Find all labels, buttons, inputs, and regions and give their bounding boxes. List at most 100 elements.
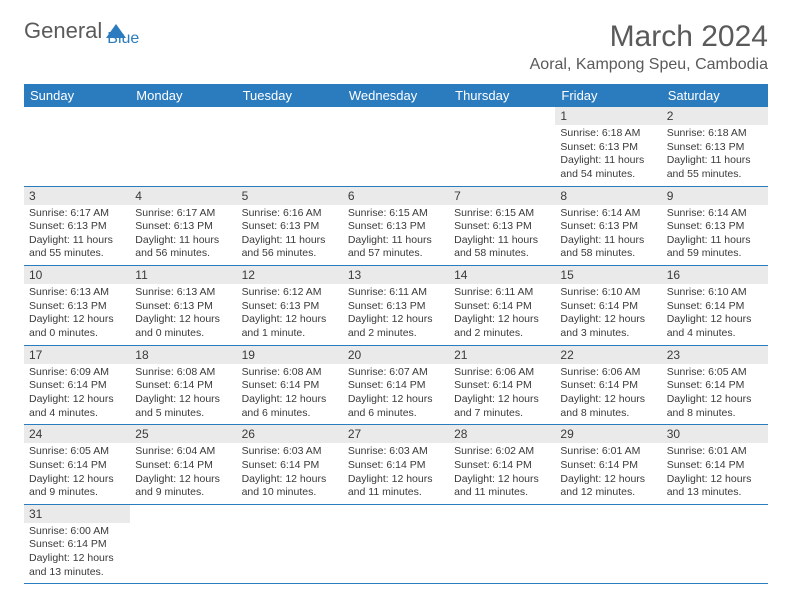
sunrise-line: Sunrise: 6:05 AM	[29, 445, 125, 459]
daylight-line: Daylight: 11 hours and 56 minutes.	[242, 234, 338, 261]
sunset-line: Sunset: 6:13 PM	[135, 300, 231, 314]
sunset-line: Sunset: 6:14 PM	[348, 459, 444, 473]
daylight-line: Daylight: 11 hours and 58 minutes.	[560, 234, 656, 261]
sunset-line: Sunset: 6:13 PM	[242, 300, 338, 314]
day-details: Sunrise: 6:10 AMSunset: 6:14 PMDaylight:…	[555, 284, 661, 345]
day-details: Sunrise: 6:11 AMSunset: 6:13 PMDaylight:…	[343, 284, 449, 345]
sunrise-line: Sunrise: 6:03 AM	[348, 445, 444, 459]
day-cell: 29Sunrise: 6:01 AMSunset: 6:14 PMDayligh…	[555, 425, 661, 505]
sunset-line: Sunset: 6:14 PM	[560, 379, 656, 393]
day-cell: 15Sunrise: 6:10 AMSunset: 6:14 PMDayligh…	[555, 266, 661, 346]
day-details: Sunrise: 6:06 AMSunset: 6:14 PMDaylight:…	[555, 364, 661, 425]
day-cell: 16Sunrise: 6:10 AMSunset: 6:14 PMDayligh…	[662, 266, 768, 346]
day-number: 14	[449, 266, 555, 284]
day-details: Sunrise: 6:13 AMSunset: 6:13 PMDaylight:…	[24, 284, 130, 345]
day-number: 1	[555, 107, 661, 125]
sunset-line: Sunset: 6:13 PM	[667, 220, 763, 234]
sunrise-line: Sunrise: 6:07 AM	[348, 366, 444, 380]
sunset-line: Sunset: 6:14 PM	[560, 459, 656, 473]
sunset-line: Sunset: 6:13 PM	[29, 300, 125, 314]
logo-word2: Blue	[107, 31, 139, 47]
sunrise-line: Sunrise: 6:10 AM	[560, 286, 656, 300]
day-details: Sunrise: 6:16 AMSunset: 6:13 PMDaylight:…	[237, 205, 343, 266]
day-details: Sunrise: 6:04 AMSunset: 6:14 PMDaylight:…	[130, 443, 236, 504]
sunrise-line: Sunrise: 6:06 AM	[560, 366, 656, 380]
sunset-line: Sunset: 6:14 PM	[667, 379, 763, 393]
daylight-line: Daylight: 12 hours and 10 minutes.	[242, 473, 338, 500]
day-details: Sunrise: 6:00 AMSunset: 6:14 PMDaylight:…	[24, 523, 130, 584]
day-number: 27	[343, 425, 449, 443]
day-number: 15	[555, 266, 661, 284]
daylight-line: Daylight: 12 hours and 9 minutes.	[135, 473, 231, 500]
daylight-line: Daylight: 11 hours and 58 minutes.	[454, 234, 550, 261]
daylight-line: Daylight: 12 hours and 5 minutes.	[135, 393, 231, 420]
sunset-line: Sunset: 6:14 PM	[667, 300, 763, 314]
day-number: 24	[24, 425, 130, 443]
sunrise-line: Sunrise: 6:05 AM	[667, 366, 763, 380]
day-details: Sunrise: 6:14 AMSunset: 6:13 PMDaylight:…	[662, 205, 768, 266]
day-cell: 2Sunrise: 6:18 AMSunset: 6:13 PMDaylight…	[662, 107, 768, 186]
daylight-line: Daylight: 12 hours and 8 minutes.	[667, 393, 763, 420]
sunrise-line: Sunrise: 6:11 AM	[454, 286, 550, 300]
weekday-tuesday: Tuesday	[237, 84, 343, 107]
sunrise-line: Sunrise: 6:14 AM	[560, 207, 656, 221]
day-cell: 24Sunrise: 6:05 AMSunset: 6:14 PMDayligh…	[24, 425, 130, 505]
sunrise-line: Sunrise: 6:08 AM	[242, 366, 338, 380]
daylight-line: Daylight: 12 hours and 8 minutes.	[560, 393, 656, 420]
sunrise-line: Sunrise: 6:00 AM	[29, 525, 125, 539]
daylight-line: Daylight: 12 hours and 13 minutes.	[29, 552, 125, 579]
day-number: 8	[555, 187, 661, 205]
day-cell: 23Sunrise: 6:05 AMSunset: 6:14 PMDayligh…	[662, 345, 768, 425]
daylight-line: Daylight: 11 hours and 59 minutes.	[667, 234, 763, 261]
sunrise-line: Sunrise: 6:17 AM	[29, 207, 125, 221]
daylight-line: Daylight: 12 hours and 0 minutes.	[135, 313, 231, 340]
daylight-line: Daylight: 11 hours and 54 minutes.	[560, 154, 656, 181]
sunset-line: Sunset: 6:14 PM	[29, 459, 125, 473]
daylight-line: Daylight: 12 hours and 1 minute.	[242, 313, 338, 340]
day-details: Sunrise: 6:14 AMSunset: 6:13 PMDaylight:…	[555, 205, 661, 266]
daylight-line: Daylight: 12 hours and 6 minutes.	[242, 393, 338, 420]
sunrise-line: Sunrise: 6:14 AM	[667, 207, 763, 221]
sunrise-line: Sunrise: 6:16 AM	[242, 207, 338, 221]
day-cell: 28Sunrise: 6:02 AMSunset: 6:14 PMDayligh…	[449, 425, 555, 505]
day-number: 28	[449, 425, 555, 443]
day-details: Sunrise: 6:15 AMSunset: 6:13 PMDaylight:…	[449, 205, 555, 266]
day-number: 22	[555, 346, 661, 364]
daylight-line: Daylight: 11 hours and 57 minutes.	[348, 234, 444, 261]
day-number: 21	[449, 346, 555, 364]
day-details: Sunrise: 6:08 AMSunset: 6:14 PMDaylight:…	[237, 364, 343, 425]
sunset-line: Sunset: 6:13 PM	[667, 141, 763, 155]
day-number: 20	[343, 346, 449, 364]
empty-cell	[449, 107, 555, 186]
empty-cell	[449, 504, 555, 584]
day-cell: 7Sunrise: 6:15 AMSunset: 6:13 PMDaylight…	[449, 186, 555, 266]
day-number: 16	[662, 266, 768, 284]
sunset-line: Sunset: 6:13 PM	[560, 220, 656, 234]
day-cell: 12Sunrise: 6:12 AMSunset: 6:13 PMDayligh…	[237, 266, 343, 346]
location: Aoral, Kampong Speu, Cambodia	[530, 56, 768, 74]
day-details: Sunrise: 6:17 AMSunset: 6:13 PMDaylight:…	[24, 205, 130, 266]
day-cell: 8Sunrise: 6:14 AMSunset: 6:13 PMDaylight…	[555, 186, 661, 266]
sunrise-line: Sunrise: 6:12 AM	[242, 286, 338, 300]
sunrise-line: Sunrise: 6:03 AM	[242, 445, 338, 459]
day-details: Sunrise: 6:02 AMSunset: 6:14 PMDaylight:…	[449, 443, 555, 504]
sunrise-line: Sunrise: 6:15 AM	[454, 207, 550, 221]
empty-cell	[555, 504, 661, 584]
daylight-line: Daylight: 11 hours and 55 minutes.	[667, 154, 763, 181]
sunset-line: Sunset: 6:13 PM	[348, 220, 444, 234]
weekday-saturday: Saturday	[662, 84, 768, 107]
empty-cell	[662, 504, 768, 584]
day-details: Sunrise: 6:05 AMSunset: 6:14 PMDaylight:…	[24, 443, 130, 504]
sunrise-line: Sunrise: 6:18 AM	[560, 127, 656, 141]
day-cell: 31Sunrise: 6:00 AMSunset: 6:14 PMDayligh…	[24, 504, 130, 584]
day-number: 25	[130, 425, 236, 443]
day-number: 3	[24, 187, 130, 205]
day-number: 11	[130, 266, 236, 284]
daylight-line: Daylight: 12 hours and 2 minutes.	[348, 313, 444, 340]
empty-cell	[24, 107, 130, 186]
empty-cell	[343, 504, 449, 584]
day-cell: 11Sunrise: 6:13 AMSunset: 6:13 PMDayligh…	[130, 266, 236, 346]
day-cell: 4Sunrise: 6:17 AMSunset: 6:13 PMDaylight…	[130, 186, 236, 266]
sunset-line: Sunset: 6:14 PM	[135, 459, 231, 473]
sunset-line: Sunset: 6:13 PM	[29, 220, 125, 234]
